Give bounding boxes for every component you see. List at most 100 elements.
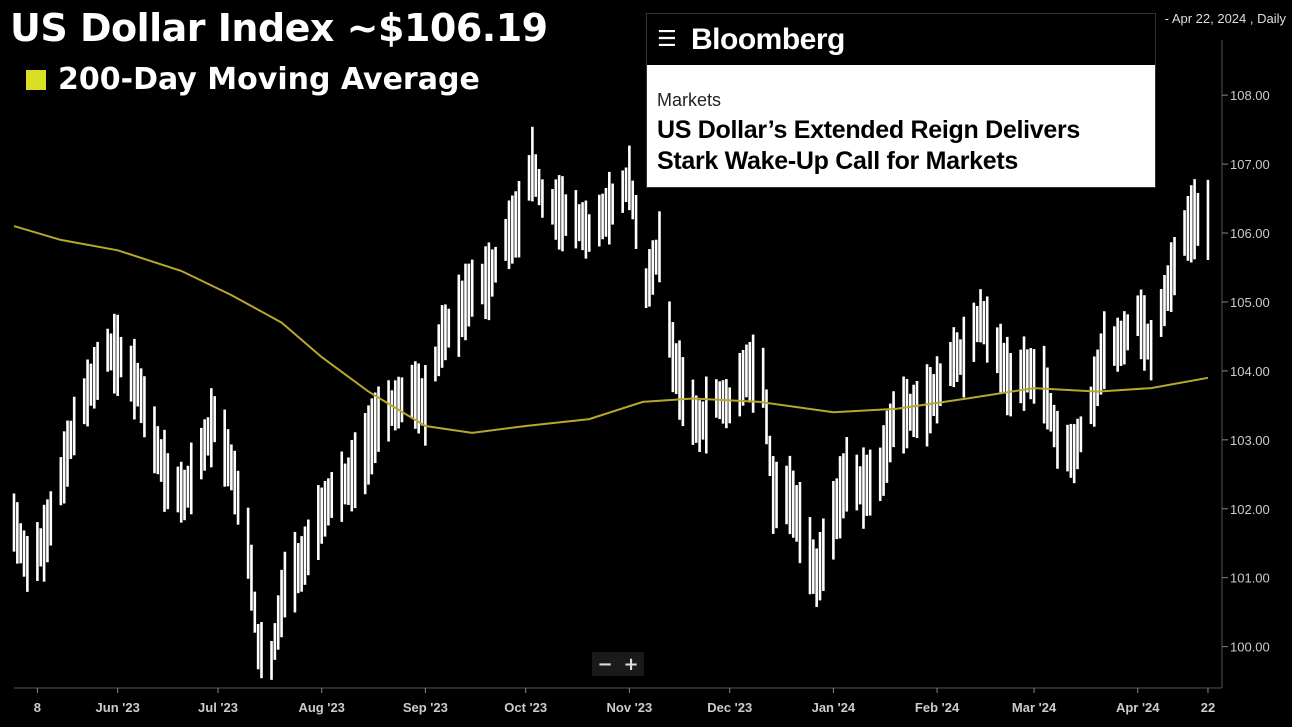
price-bar <box>905 378 909 449</box>
price-bar <box>467 263 471 327</box>
price-bar <box>952 327 956 388</box>
price-bar <box>16 502 19 564</box>
price-bar <box>955 332 959 382</box>
price-bar <box>250 544 253 611</box>
price-bar <box>387 380 390 442</box>
x-tick-label: 8 <box>34 700 41 715</box>
price-bar <box>300 536 303 592</box>
price-bar <box>203 419 206 471</box>
price-bar <box>92 347 96 409</box>
price-bar <box>390 390 394 426</box>
price-bar <box>199 427 203 480</box>
price-bar <box>1189 185 1193 263</box>
price-bar <box>511 195 514 264</box>
y-tick-label: 104.00 <box>1230 364 1270 379</box>
price-bar <box>534 154 538 197</box>
price-bar <box>12 493 16 552</box>
price-bar <box>49 491 53 546</box>
price-bar <box>885 410 889 483</box>
legend: 200-Day Moving Average <box>26 62 480 97</box>
price-bar <box>621 170 624 213</box>
price-bar <box>46 499 49 563</box>
price-bar <box>330 472 334 518</box>
price-bar <box>858 466 862 505</box>
price-bar <box>1119 320 1123 366</box>
price-bar <box>721 380 725 424</box>
price-bar <box>507 200 511 270</box>
price-bar <box>705 376 708 454</box>
price-bar <box>236 470 240 525</box>
price-bar <box>464 263 467 341</box>
price-bar <box>1186 196 1190 261</box>
price-bar <box>484 246 487 320</box>
price-bar <box>611 183 614 225</box>
price-bar <box>223 409 226 487</box>
price-bar <box>915 380 919 438</box>
price-bar <box>106 328 109 372</box>
price-bar <box>541 179 544 218</box>
price-bar <box>139 368 143 424</box>
x-tick-label: Apr '24 <box>1116 700 1160 715</box>
price-bar <box>353 432 357 509</box>
price-bar <box>932 374 936 416</box>
price-bar <box>206 417 210 456</box>
news-card[interactable]: ☰ Bloomberg Markets US Dollar’s Extended… <box>646 13 1156 188</box>
price-bar <box>377 386 380 452</box>
price-bar <box>129 345 133 402</box>
price-bar <box>246 507 250 579</box>
price-bar <box>22 530 26 577</box>
y-tick-label: 103.00 <box>1230 433 1270 448</box>
price-bar <box>434 346 437 382</box>
price-bar <box>812 539 815 594</box>
price-bar <box>862 447 865 529</box>
price-bar <box>658 211 661 283</box>
price-bar <box>343 463 347 505</box>
price-bar <box>531 126 534 202</box>
price-bar <box>939 363 942 406</box>
price-bar <box>668 301 671 358</box>
price-bar <box>902 376 905 454</box>
price-bar <box>296 542 300 594</box>
menu-icon[interactable]: ☰ <box>657 27 677 52</box>
price-bar <box>624 167 628 203</box>
price-bar <box>494 246 497 283</box>
price-bar <box>1139 289 1143 360</box>
price-bar <box>447 308 451 348</box>
price-bar <box>584 200 588 259</box>
price-bar <box>96 341 99 400</box>
price-bar <box>186 465 190 508</box>
price-bar <box>681 357 685 427</box>
price-bar <box>1183 210 1186 256</box>
headline-line-2: Stark Wake-Up Call for Markets <box>657 147 1019 175</box>
price-bar <box>153 406 156 474</box>
price-bar <box>517 181 521 258</box>
x-tick-label: Jan '24 <box>812 700 856 715</box>
zoom-out-button[interactable]: − <box>597 653 613 675</box>
moving-average-line <box>13 225 1209 434</box>
price-bar <box>715 379 718 418</box>
price-bar <box>1006 336 1009 416</box>
price-bar <box>276 595 280 650</box>
y-tick-label: 105.00 <box>1230 295 1270 310</box>
price-bar <box>791 470 795 538</box>
price-bar <box>280 569 283 638</box>
price-bar <box>487 242 491 321</box>
legend-label: 200-Day Moving Average <box>58 62 480 97</box>
zoom-controls: − + <box>592 652 644 676</box>
price-bar <box>347 457 350 505</box>
price-bar <box>832 480 835 560</box>
price-bar <box>440 305 444 368</box>
price-bar <box>581 202 584 251</box>
price-bar <box>1149 320 1153 381</box>
price-bar <box>26 535 29 592</box>
zoom-in-button[interactable]: + <box>623 653 639 675</box>
price-bar <box>340 451 344 522</box>
price-bar <box>1099 333 1103 395</box>
x-tick-label: Sep '23 <box>403 700 448 715</box>
news-headline[interactable]: US Dollar’s Extended Reign Delivers Star… <box>657 115 1145 177</box>
price-bar <box>1049 392 1053 432</box>
y-tick-label: 106.00 <box>1230 226 1270 241</box>
price-bar <box>470 259 474 317</box>
chart-title: US Dollar Index ~$106.19 <box>10 6 548 50</box>
